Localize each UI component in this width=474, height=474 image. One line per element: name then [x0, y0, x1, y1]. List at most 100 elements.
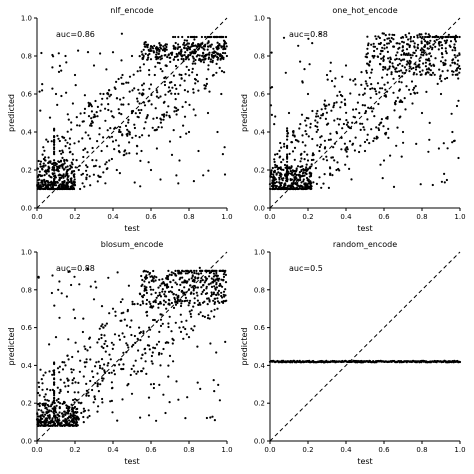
data-point: [282, 36, 286, 39]
data-point: [77, 401, 80, 404]
data-point: [177, 35, 180, 39]
data-point: [118, 128, 121, 132]
data-point: [108, 312, 111, 315]
data-point: [202, 58, 206, 61]
data-point: [136, 97, 139, 100]
data-point: [106, 345, 109, 348]
data-point: [431, 35, 434, 39]
data-point: [154, 301, 157, 304]
data-point: [424, 35, 427, 39]
data-point: [192, 88, 195, 91]
data-point: [284, 182, 287, 185]
data-point: [167, 364, 170, 367]
data-point: [296, 181, 299, 185]
data-point: [127, 103, 130, 106]
data-point: [136, 70, 139, 73]
data-point: [193, 35, 196, 39]
data-point: [153, 318, 156, 322]
data-point: [51, 66, 54, 69]
data-point: [139, 185, 142, 188]
data-point: [362, 126, 365, 129]
data-point: [51, 162, 54, 166]
data-point: [60, 69, 63, 72]
data-point: [70, 368, 73, 371]
data-point: [405, 85, 408, 88]
data-point: [440, 52, 443, 55]
data-point: [184, 417, 187, 420]
data-point: [192, 52, 196, 55]
data-point: [412, 88, 415, 91]
data-point: [175, 109, 178, 112]
data-point: [46, 408, 49, 411]
data-point: [213, 308, 216, 311]
data-point: [201, 284, 205, 287]
data-point: [117, 77, 120, 81]
data-point: [206, 45, 210, 48]
data-point: [454, 56, 457, 59]
data-point: [61, 368, 65, 371]
data-point: [71, 424, 74, 427]
data-point: [431, 71, 435, 74]
data-point: [286, 172, 289, 175]
data-point: [183, 79, 186, 82]
data-point: [110, 135, 114, 138]
data-point: [42, 374, 45, 377]
data-point: [363, 104, 367, 107]
data-point: [96, 410, 99, 413]
data-point: [65, 411, 68, 414]
x-tick-label: 0.2: [302, 213, 313, 221]
data-point: [174, 274, 177, 277]
data-point: [279, 166, 282, 169]
data-point: [382, 56, 385, 60]
data-point: [130, 367, 133, 371]
data-point: [452, 58, 455, 61]
data-point: [44, 156, 47, 159]
data-point: [327, 138, 330, 141]
data-point: [283, 142, 286, 145]
data-point: [333, 102, 336, 105]
data-point: [64, 185, 68, 188]
data-point: [48, 414, 51, 417]
data-point: [104, 119, 107, 122]
data-point: [196, 48, 200, 51]
data-point: [434, 57, 437, 60]
data-point: [121, 134, 124, 137]
data-point: [179, 330, 183, 333]
data-point: [292, 180, 295, 184]
data-point: [211, 415, 214, 418]
data-point: [272, 173, 275, 176]
data-point: [179, 304, 183, 308]
data-point: [196, 80, 199, 83]
data-point: [209, 416, 212, 419]
data-point: [305, 166, 308, 169]
data-point: [433, 40, 436, 43]
data-point: [293, 146, 297, 149]
data-point: [214, 279, 217, 282]
data-point: [206, 317, 210, 320]
y-tick-label: 0.6: [254, 91, 266, 99]
data-point: [118, 338, 121, 341]
data-point: [58, 365, 62, 368]
data-point: [135, 152, 138, 155]
data-point: [120, 32, 123, 35]
data-point: [57, 52, 60, 55]
data-point: [412, 66, 415, 70]
data-point: [386, 115, 389, 119]
data-point: [148, 348, 151, 351]
data-point: [54, 422, 57, 425]
data-point: [152, 386, 155, 390]
data-point: [74, 398, 77, 401]
data-point: [224, 300, 227, 303]
data-point: [182, 58, 185, 61]
data-point: [172, 279, 175, 282]
data-point: [158, 42, 161, 45]
data-point: [47, 181, 50, 184]
data-point: [401, 130, 405, 134]
data-point: [197, 89, 200, 92]
data-point: [59, 160, 63, 163]
data-point: [58, 280, 61, 283]
data-point: [137, 349, 140, 352]
data-point: [69, 150, 72, 153]
data-point: [215, 283, 218, 286]
data-point: [153, 129, 156, 132]
